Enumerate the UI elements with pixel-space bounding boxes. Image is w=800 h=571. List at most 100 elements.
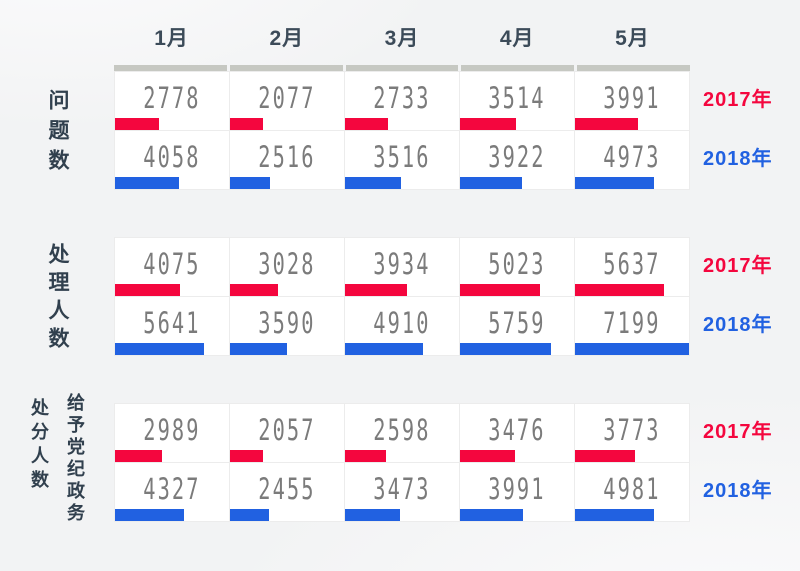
month-label: 2月 [269,27,305,50]
value-bar [575,177,654,189]
value-number: 3590 [258,306,316,340]
value-bar [230,177,270,189]
value-number: 2598 [373,413,431,447]
value-number: 3028 [258,247,316,281]
value-number: 5023 [488,247,546,281]
value-number: 3473 [373,472,431,506]
group-label-column: 处理人数 [46,243,69,355]
value-cell: 3516 [344,131,459,189]
value-number: 3991 [488,472,546,506]
value-cell: 3991 [574,72,689,130]
value-bar [575,343,689,355]
value-cell: 2077 [229,72,344,130]
year-label-2018: 2018年 [703,479,773,502]
value-cell: 3934 [344,238,459,296]
value-cell: 3473 [344,463,459,521]
series-row-2018: 4058 2516 3516 3922 4973 2018年 [115,130,772,189]
group-label: 处分人数 给予党纪政务 [0,393,114,525]
value-bar [575,118,639,130]
value-bar [230,450,263,462]
value-number: 4973 [603,140,661,174]
value-bar [230,284,278,296]
value-number: 3476 [488,413,546,447]
value-number: 3934 [373,247,431,281]
month-label: 5月 [615,27,650,50]
month-label: 4月 [499,27,535,50]
value-bar [575,450,635,462]
value-number: 4058 [143,140,201,174]
value-cell: 3590 [229,297,344,355]
value-bar [345,284,408,296]
value-cell: 2733 [344,72,459,130]
value-bar [575,509,654,521]
series-row-2017: 2778 2077 2733 3514 3991 2017年 [115,72,772,130]
value-cell: 2516 [229,131,344,189]
group-label-column: 问题数 [46,89,69,179]
value-cell: 4973 [574,131,689,189]
value-cell: 3476 [459,404,574,462]
value-cell: 2455 [229,463,344,521]
value-number: 7199 [603,306,661,340]
value-number: 5641 [143,306,201,340]
value-cell: 3922 [459,131,574,189]
value-number: 5759 [488,306,546,340]
value-cell: 4910 [344,297,459,355]
value-cell: 3991 [459,463,574,521]
value-cell: 5641 [115,297,229,355]
group-label-column: 给予党纪政务 [65,393,85,525]
value-number: 4327 [143,472,201,506]
value-number: 4981 [603,472,661,506]
year-label-2017: 2017年 [703,420,773,443]
month-label: 1月 [154,27,189,50]
data-grid: 2778 2077 2733 3514 3991 2017年 4058 2516 3516 392… [114,71,772,190]
header-track-segment [345,65,459,71]
value-cell: 4981 [574,463,689,521]
value-number: 2516 [258,140,316,174]
value-cell: 2778 [115,72,229,130]
value-number: 3516 [373,140,431,174]
value-cell: 2057 [229,404,344,462]
value-bar [115,118,159,130]
value-bar [345,343,423,355]
value-cell: 4058 [115,131,229,189]
header-track-segment [461,65,575,71]
value-bar [345,118,389,130]
month-label: 3月 [384,27,420,50]
value-cell: 2598 [344,404,459,462]
value-number: 4910 [373,306,431,340]
value-number: 3991 [603,81,661,115]
value-cell: 4327 [115,463,229,521]
value-bar [460,118,516,130]
month-header-row: 1月 2月 3月 4月 5月 [114,24,690,54]
value-number: 2778 [143,81,201,115]
value-number: 2989 [143,413,201,447]
value-cell: 2989 [115,404,229,462]
value-bar [345,450,387,462]
value-bar [460,343,552,355]
value-bar [460,450,516,462]
header-track-bar [114,65,690,71]
value-bar [115,450,163,462]
value-bar [230,509,269,521]
value-number: 2077 [258,81,316,115]
value-number: 3514 [488,81,546,115]
group-label: 处理人数 [0,237,114,355]
header-track-segment [229,65,343,71]
year-label-2018: 2018年 [703,313,773,336]
value-bar [460,284,540,296]
value-number: 5637 [603,247,661,281]
value-bar [460,177,523,189]
header-track-segment [577,65,690,71]
value-bar [345,509,400,521]
value-number: 2733 [373,81,431,115]
value-cell: 3773 [574,404,689,462]
value-cell: 3028 [229,238,344,296]
value-bar [575,284,665,296]
series-row-2017: 2989 2057 2598 3476 3773 2017年 [115,404,772,462]
data-grid: 2989 2057 2598 3476 3773 2017年 4327 2455 3473 399… [114,403,772,522]
value-number: 2455 [258,472,316,506]
series-row-2017: 4075 3028 3934 5023 5637 2017年 [115,238,772,296]
value-bar [460,509,524,521]
value-bar [115,177,180,189]
